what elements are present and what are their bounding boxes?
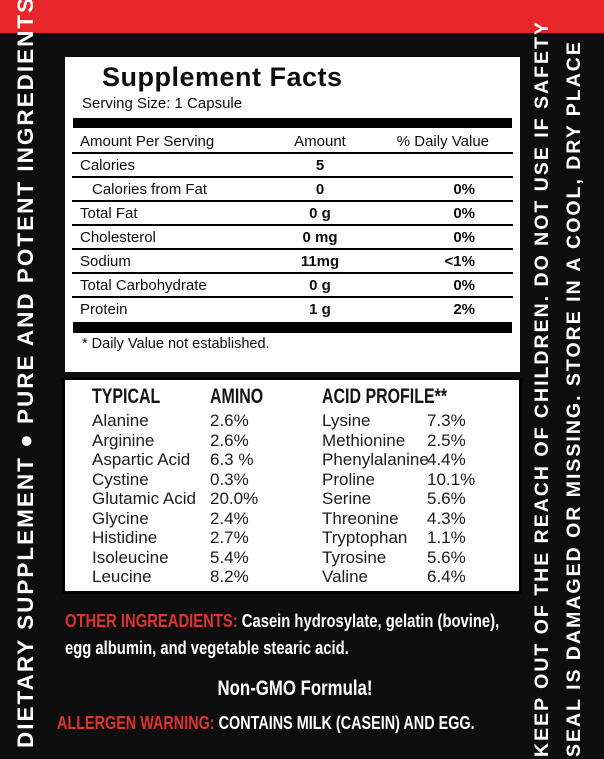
nutrient-amount: 0 g (309, 276, 331, 294)
nutrient-daily-value: 0% (453, 180, 475, 198)
amino-value: 1.1% (427, 528, 466, 547)
serving-size-text: Serving Size: 1 Capsule (82, 95, 243, 112)
nutrient-name: Total Fat (80, 204, 138, 222)
amino-name: Lysine (322, 411, 371, 430)
amino-name: Tryptophan (322, 528, 408, 547)
facts-row: Calories from Fat 0 0% (72, 176, 513, 200)
nutrient-name: Sodium (80, 252, 131, 270)
amino-name: Methionine (322, 430, 406, 450)
nutrient-name: Calories (80, 156, 136, 174)
nutrient-amount: 1 g (309, 300, 331, 318)
amino-value: 8.2% (210, 567, 249, 586)
amino-value: 0.3% (210, 469, 249, 489)
amino-header-typical: TYPICAL (92, 385, 161, 408)
nutrient-daily-value: <1% (444, 252, 475, 270)
amino-value: 2.6% (210, 430, 249, 450)
amino-name: Glycine (92, 508, 149, 528)
amino-name: Aspartic Acid (92, 450, 191, 469)
amino-name: Leucine (92, 567, 152, 586)
amino-name: Alanine (92, 411, 149, 430)
amino-header-acid-profile: ACID PROFILE** (322, 385, 448, 408)
nutrient-amount: 5 (315, 156, 325, 174)
amino-name: Histidine (92, 528, 158, 547)
nutrient-name: Protein (80, 300, 128, 318)
amino-name: Proline (322, 469, 375, 489)
amino-value: 4.3% (427, 508, 466, 528)
amino-value: 6.4% (427, 567, 466, 586)
amino-name: Tyrosine (322, 547, 387, 567)
daily-value-footnote: * Daily Value not established. (82, 336, 270, 352)
amino-name: Arginine (92, 430, 155, 450)
top-red-bar (0, 0, 604, 33)
col-header-amount: Amount (294, 132, 346, 150)
amino-value: 2.7% (210, 528, 249, 547)
amino-name: Phenylalanine (322, 450, 429, 469)
amino-name: Isoleucine (92, 547, 169, 567)
nutrient-daily-value: 0% (453, 228, 475, 246)
facts-row: Total Fat 0 g 0% (72, 200, 513, 224)
facts-rows: Calories 5 Calories from Fat 0 0% Total Fat 0 … (72, 152, 513, 320)
other-ingredients-line2: egg albumin, and vegetable stearic acid. (65, 637, 349, 658)
allergen-warning-label: ALLERGEN WARNING: (57, 713, 215, 733)
nutrient-name: Cholesterol (80, 228, 156, 246)
right-vertical-text-line2: SEAL IS DAMAGED OR MISSING. STORE IN A C… (563, 40, 585, 757)
facts-row: Sodium 11mg <1% (72, 248, 513, 272)
amino-value: 2.5% (427, 430, 466, 450)
facts-row: Total Carbohydrate 0 g 0% (72, 272, 513, 296)
left-vertical-text: DIETARY SUPPLEMENT ● PURE AND POTENT ING… (13, 0, 38, 748)
allergen-warning-text: CONTAINS MILK (CASEIN) AND EGG. (218, 713, 475, 733)
amino-name: Threonine (322, 508, 399, 528)
amino-value: 6.3 % (210, 450, 254, 469)
nutrient-daily-value: 0% (453, 204, 475, 222)
facts-row: Calories 5 (72, 152, 513, 176)
other-ingredients: OTHER INGREADIENTS: Casein hydrosylate, … (65, 607, 537, 661)
other-ingredients-line1: Casein hydrosylate, gelatin (bovine), (241, 610, 500, 631)
amino-header-amino: AMINO (210, 385, 264, 408)
amino-value: 2.6% (210, 411, 249, 430)
amino-value: 20.0% (210, 489, 259, 508)
col-header-daily-value: % Daily Value (396, 132, 489, 150)
facts-header-row: Amount Per Serving Amount % Daily Value (72, 130, 513, 152)
divider-thick-bar-bottom (73, 322, 512, 333)
supplement-facts-title: Supplement Facts (102, 62, 343, 92)
amino-name: Valine (322, 567, 368, 586)
col-header-amount-per-serving: Amount Per Serving (80, 132, 215, 150)
other-ingredients-label: OTHER INGREADIENTS: (65, 610, 238, 631)
amino-value: 10.1% (427, 469, 476, 489)
amino-acid-panel: TYPICAL AMINO ACID PROFILE** Alanine 2.6%… (62, 377, 522, 594)
amino-value: 4.4% (427, 450, 466, 469)
nutrient-amount: 0 (315, 180, 325, 198)
nutrient-name: Total Carbohydrate (80, 276, 207, 294)
nutrient-amount: 0 g (309, 204, 331, 222)
allergen-warning: ALLERGEN WARNING: CONTAINS MILK (CASEIN)… (57, 712, 585, 734)
non-gmo-text: Non-GMO Formula! (217, 677, 373, 700)
nutrient-name: Calories from Fat (92, 180, 208, 198)
amino-name: Glutamic Acid (92, 489, 196, 508)
nutrient-daily-value: 2% (453, 300, 475, 318)
divider-thick-bar-top (73, 118, 512, 128)
amino-value: 2.4% (210, 508, 249, 528)
amino-value: 5.4% (210, 547, 249, 567)
amino-name: Cystine (92, 469, 149, 489)
nutrient-amount: 0 mg (302, 228, 338, 246)
amino-name: Serine (322, 489, 372, 508)
nutrient-amount: 11mg (300, 252, 340, 270)
amino-value: 5.6% (427, 547, 466, 567)
facts-row: Cholesterol 0 mg 0% (72, 224, 513, 248)
nutrient-daily-value: 0% (453, 276, 475, 294)
amino-value: 7.3% (427, 411, 466, 430)
supplement-facts-panel: Supplement Facts Serving Size: 1 Capsule… (65, 57, 520, 372)
amino-value: 5.6% (427, 489, 466, 508)
amino-acid-table: TYPICAL AMINO ACID PROFILE** Alanine 2.6%… (92, 385, 495, 587)
facts-row: Protein 1 g 2% (72, 296, 513, 320)
